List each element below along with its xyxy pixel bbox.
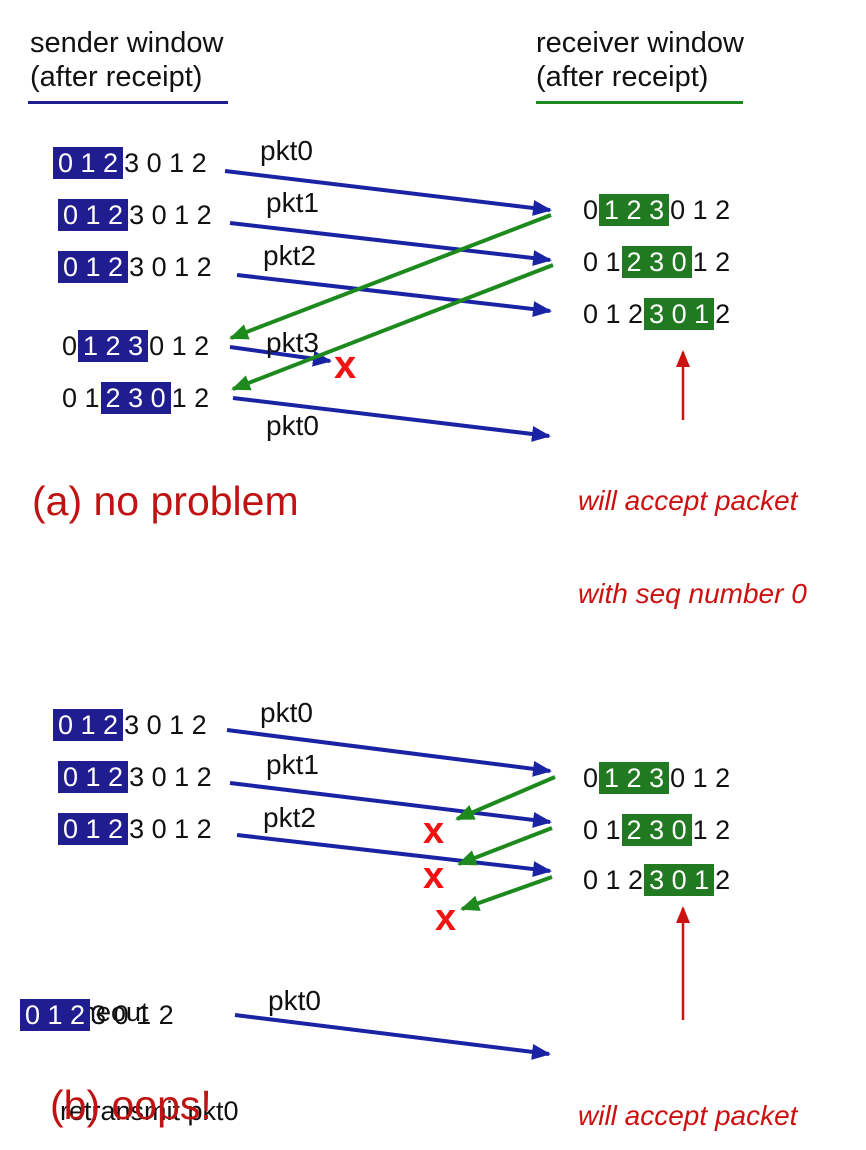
a-sender-row-0-post: 3 0 1 2 [124, 148, 207, 178]
a-receiver-row-1-post: 1 2 [692, 247, 731, 277]
a-pkt2-label: pkt2 [263, 240, 316, 271]
b-sender-row-1-window: 0 1 2 [58, 761, 129, 793]
a-sender-row-0-window: 0 1 2 [53, 147, 124, 179]
b-sender-row-1-post: 3 0 1 2 [129, 762, 212, 792]
a-receiver-row-2-pre: 0 1 2 [583, 299, 644, 329]
a-sender-row-4-window: 2 3 0 [100, 382, 171, 414]
a-receiver-row-2-window: 3 0 1 [644, 298, 715, 330]
b-receiver-row-2-pre: 0 1 2 [583, 865, 644, 895]
a-sender-row-3-post: 0 1 2 [149, 331, 210, 361]
b-receiver-row-1-post: 1 2 [692, 815, 731, 845]
a-pkt1-label: pkt1 [266, 187, 319, 218]
b-ack0-arrow [455, 775, 556, 821]
a-pkt0-label: pkt0 [260, 135, 313, 166]
a-sender-row-1-post: 3 0 1 2 [129, 200, 212, 230]
a-receiver-row-0-post: 0 1 2 [670, 195, 731, 225]
b-ack2-arrow [460, 875, 553, 911]
a-receiver-row-2-post: 2 [715, 299, 731, 329]
b-accept-note-line1: will accept packet [578, 1100, 798, 1131]
b-receiver-row-1-window: 2 3 0 [621, 814, 692, 846]
a-accept-note-line1: will accept packet [578, 485, 798, 516]
b-pkt2-label: pkt2 [263, 802, 316, 833]
b-receiver-row-0-post: 0 1 2 [670, 763, 731, 793]
a-pkt0-retx-label: pkt0 [266, 410, 319, 441]
b-pkt0-label: pkt0 [260, 697, 313, 728]
sender-window-title-line1: sender window [30, 27, 224, 59]
receiver-title-underline [536, 101, 743, 104]
b-pkt2-arrow [236, 833, 552, 878]
a-sender-row-4-post: 1 2 [171, 383, 210, 413]
b-receiver-row-2-window: 3 0 1 [644, 864, 715, 896]
section-a-label: (a) no problem [32, 478, 299, 524]
sender-window-title: sender window (after receipt) [30, 26, 223, 94]
b-sender-row-0-post: 3 0 1 2 [124, 710, 207, 740]
a-pkt2-arrow [236, 273, 552, 318]
a-sender-row-2-window: 0 1 2 [58, 251, 129, 283]
a-receiver-row-0-window: 1 2 3 [599, 194, 670, 226]
a-packet-loss-x-icon: x [334, 343, 357, 387]
b-ack-loss-x-icon-1: x [423, 855, 445, 897]
b-receiver-row-1-pre: 0 1 [583, 815, 621, 845]
a-sender-row-2-post: 3 0 1 2 [129, 252, 212, 282]
b-receiver-row-0-pre: 0 [583, 763, 599, 793]
b-ack-loss-x-icon-0: x [423, 810, 445, 852]
a-sender-row-1-window: 0 1 2 [58, 199, 129, 231]
section-b-label: (b) oops! [50, 1082, 212, 1128]
a-ack0-arrow [229, 213, 552, 340]
sender-window-title-line2: (after receipt) [30, 61, 203, 93]
b-pkt1-label: pkt1 [266, 749, 319, 780]
b-retransmit-row-post: 3 0 1 2 [91, 1000, 174, 1030]
a-accept-note: will accept packet with seq number 0 [578, 423, 807, 671]
b-accept-note: will accept packet with seq number 0 [578, 1038, 807, 1150]
a-receiver-row-0-pre: 0 [583, 195, 599, 225]
b-sender-row-2-window: 0 1 2 [58, 813, 129, 845]
b-ack1-arrow [457, 826, 553, 866]
b-pkt0-retx-arrow [234, 1013, 551, 1060]
b-receiver-row-2-post: 2 [715, 865, 731, 895]
b-retransmit-row-window: 0 1 2 [20, 999, 91, 1031]
a-sender-row-3-pre: 0 [62, 331, 78, 361]
receiver-window-title-line2: (after receipt) [536, 61, 709, 93]
b-ack-loss-x-icon-2: x [435, 897, 457, 939]
a-sender-row-3-window: 1 2 3 [78, 330, 149, 362]
receiver-window-title-line1: receiver window [536, 27, 744, 59]
b-timeout-note-line2: retransmit pkt0 [60, 1096, 239, 1126]
b-sender-row-0-window: 0 1 2 [53, 709, 124, 741]
a-receiver-row-1-window: 2 3 0 [621, 246, 692, 278]
receiver-window-title: receiver window (after receipt) [536, 26, 744, 94]
b-receiver-row-0-window: 1 2 3 [599, 762, 670, 794]
sender-title-underline [28, 101, 228, 104]
b-pkt0-retx-label: pkt0 [268, 985, 321, 1016]
a-accept-note-line2: with seq number 0 [578, 578, 807, 609]
a-sender-row-4-pre: 0 1 [62, 383, 100, 413]
a-pkt3-label: pkt3 [266, 327, 319, 358]
b-sender-row-2-post: 3 0 1 2 [129, 814, 212, 844]
a-receiver-row-1-pre: 0 1 [583, 247, 621, 277]
